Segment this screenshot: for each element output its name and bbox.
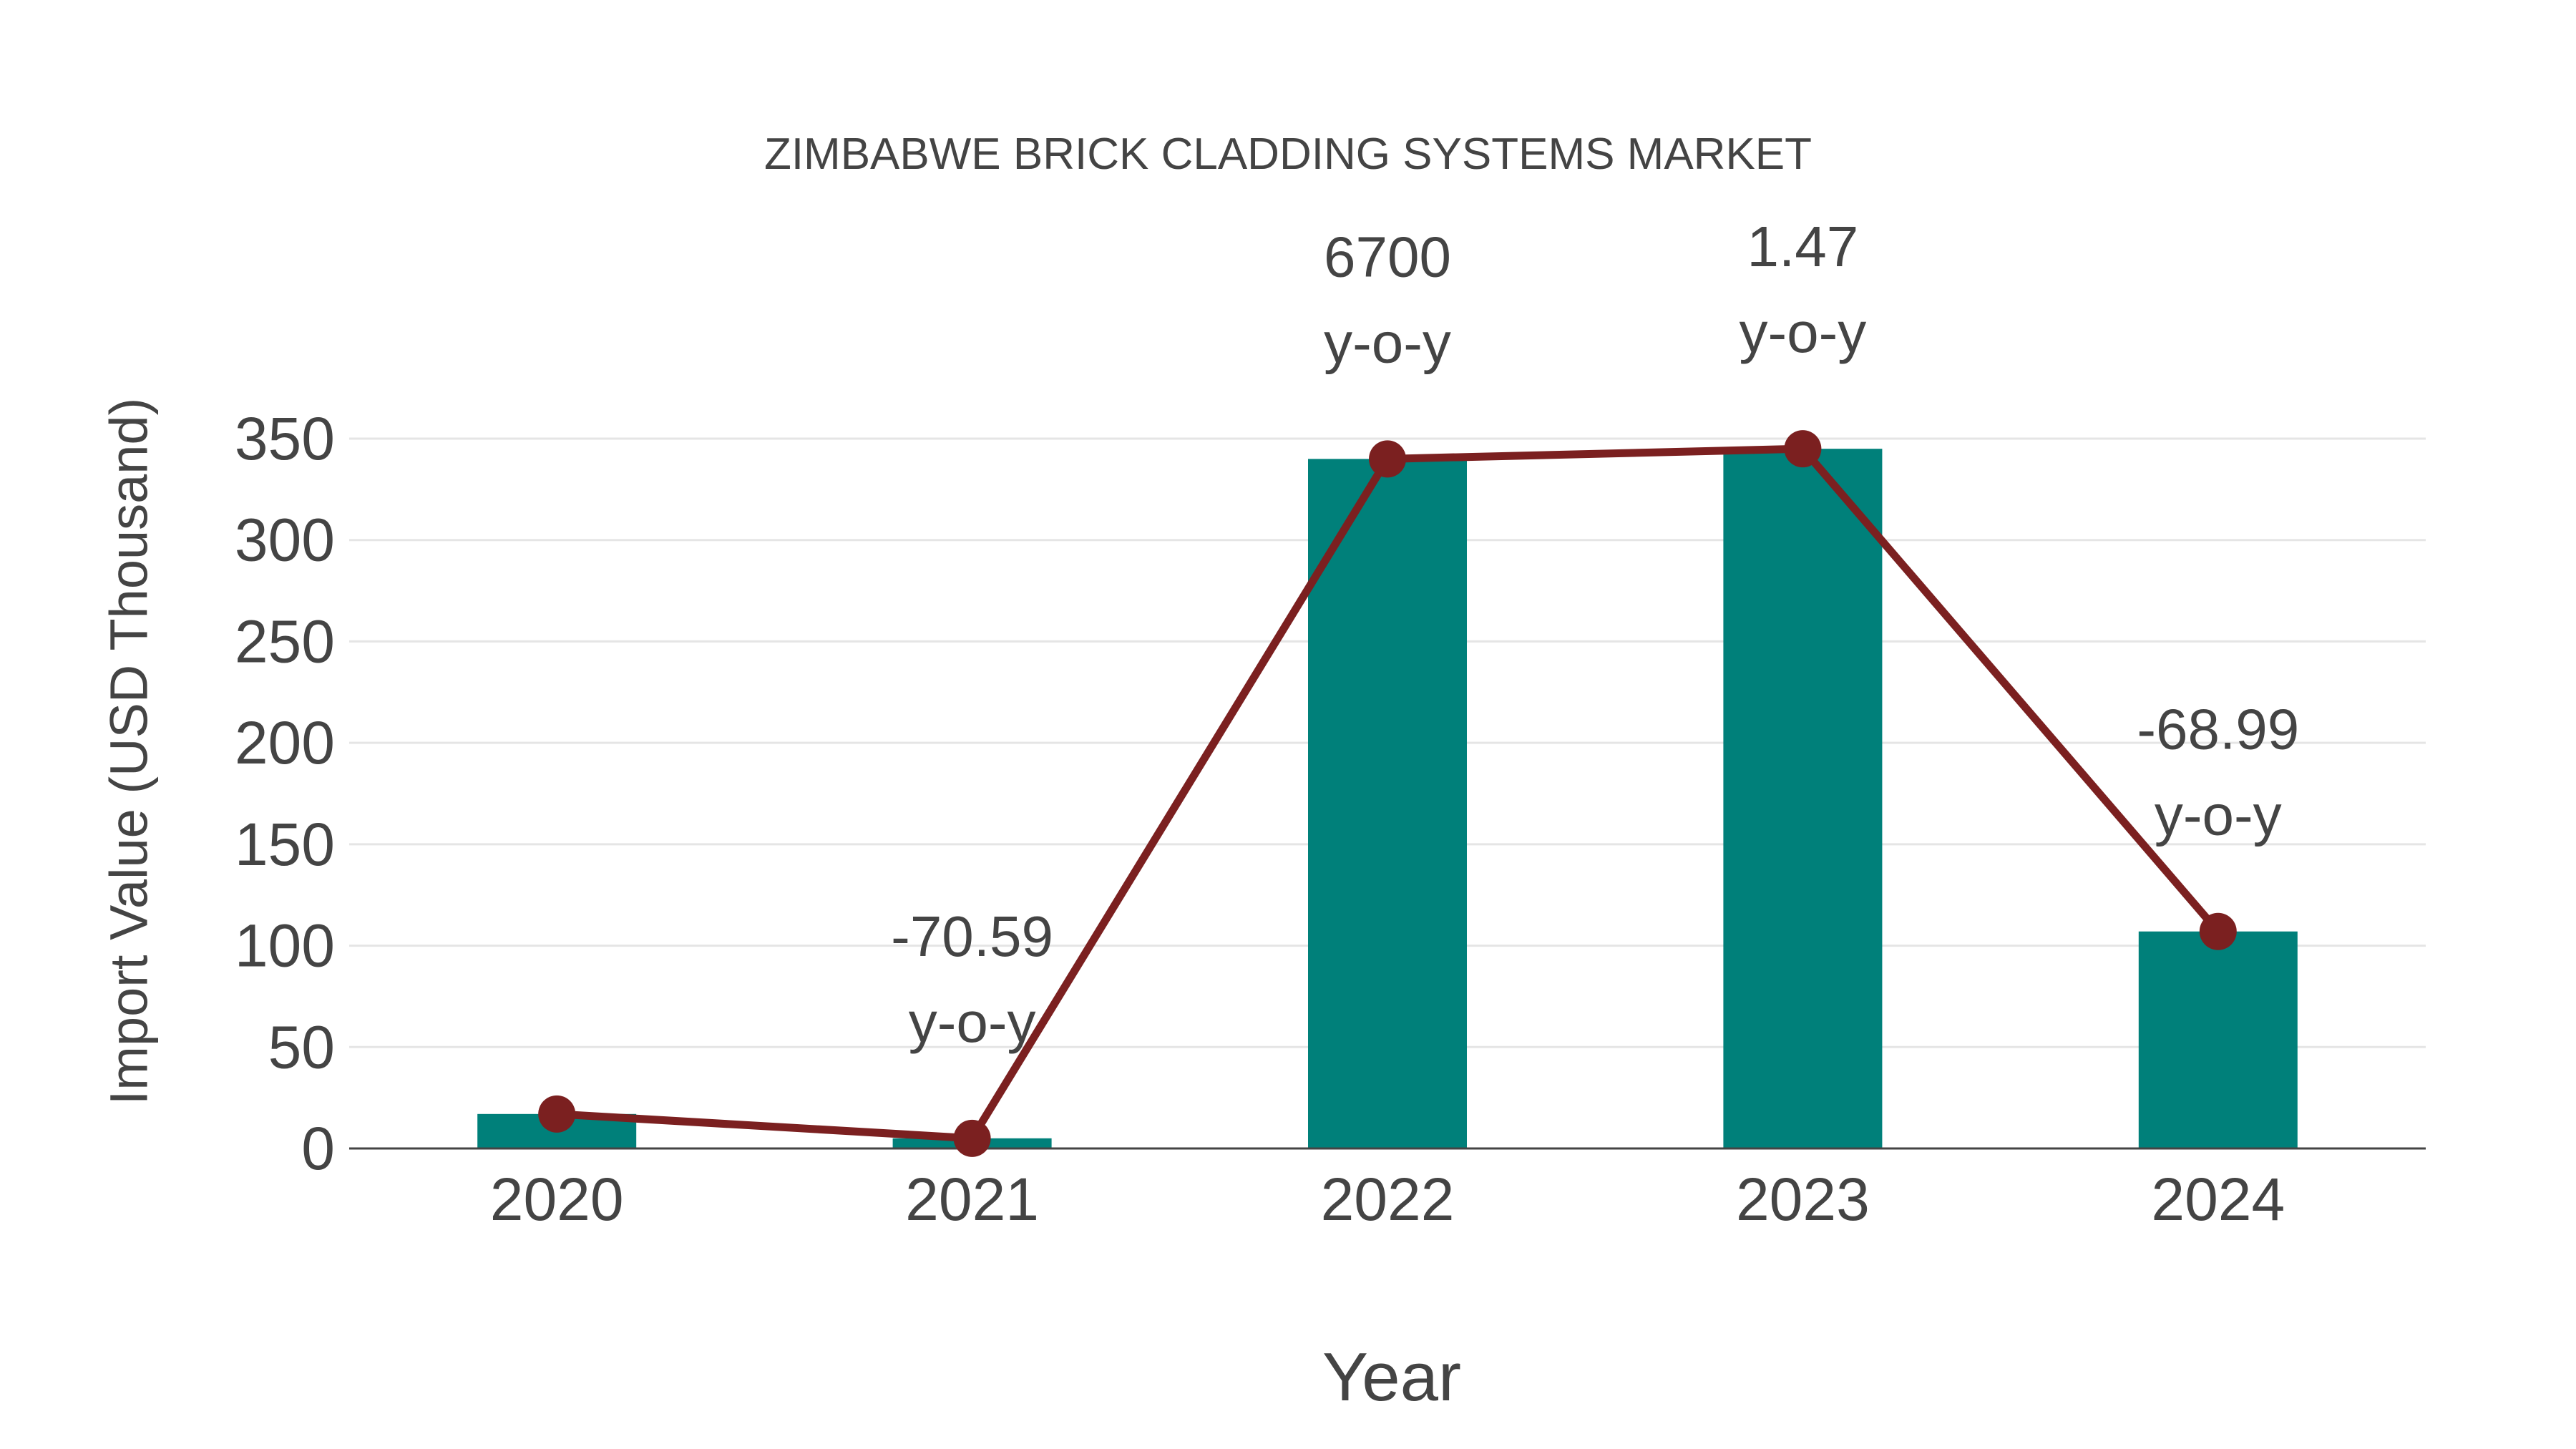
bar-2022[interactable] xyxy=(1308,459,1467,1148)
y-tick-label: 300 xyxy=(235,507,335,574)
y-tick-label: 100 xyxy=(235,912,335,980)
line-marker-2023[interactable] xyxy=(1784,430,1822,468)
yoy-annotations: -70.59 y-o-y 6700 y-o-y 1.47 y-o-y -68.99 y-o-y xyxy=(891,215,2299,1054)
bar-2024[interactable] xyxy=(2138,931,2298,1148)
bar-2023[interactable] xyxy=(1723,449,1883,1148)
y-tick-label: 350 xyxy=(235,405,335,472)
x-axis-ticks: 2020 2021 2022 2023 2024 xyxy=(490,1166,2285,1233)
yoy-value-2021: -70.59 xyxy=(891,904,1053,968)
yoy-label-2023: y-o-y xyxy=(1740,301,1867,364)
line-marker-2020[interactable] xyxy=(538,1095,576,1133)
yoy-label-2021: y-o-y xyxy=(909,990,1036,1054)
bar-series xyxy=(477,449,2298,1148)
yoy-label-2022: y-o-y xyxy=(1324,311,1451,374)
line-series xyxy=(538,430,2237,1157)
x-tick-label: 2022 xyxy=(1321,1166,1455,1233)
x-axis-label: Year xyxy=(1322,1339,1461,1415)
x-tick-label: 2023 xyxy=(1736,1166,1870,1233)
yoy-label-2024: y-o-y xyxy=(2155,784,2282,847)
x-tick-label: 2024 xyxy=(2151,1166,2285,1233)
line-marker-2022[interactable] xyxy=(1369,440,1406,478)
yoy-value-2023: 1.47 xyxy=(1747,215,1859,278)
chart-title: ZIMBABWE BRICK CLADDING SYSTEMS MARKET xyxy=(763,130,1813,179)
yoy-value-2022: 6700 xyxy=(1324,225,1451,288)
line-marker-2021[interactable] xyxy=(953,1119,991,1157)
y-tick-label: 250 xyxy=(235,608,335,675)
line-marker-2024[interactable] xyxy=(2199,912,2237,950)
yoy-value-2024: -68.99 xyxy=(2137,698,2299,761)
y-tick-label: 0 xyxy=(301,1115,335,1182)
y-tick-label: 50 xyxy=(268,1013,335,1080)
y-tick-label: 200 xyxy=(235,709,335,776)
x-tick-label: 2020 xyxy=(490,1166,624,1233)
y-axis-ticks: 0 50 100 150 200 250 300 350 xyxy=(235,405,335,1182)
y-tick-label: 150 xyxy=(235,811,335,878)
x-tick-label: 2021 xyxy=(905,1166,1039,1233)
